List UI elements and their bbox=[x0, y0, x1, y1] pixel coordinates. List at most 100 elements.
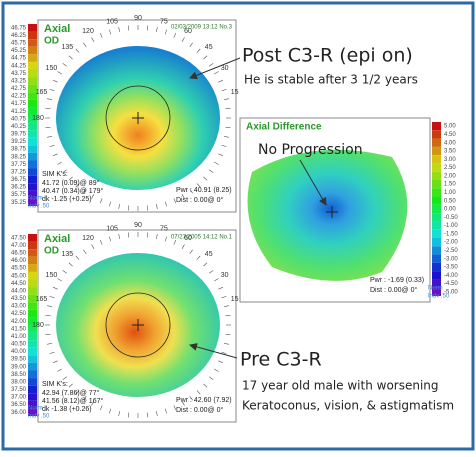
scale-swatch bbox=[28, 198, 37, 206]
ring-tick bbox=[225, 107, 231, 110]
sim-k: 40.47 (0.34)@ 179° bbox=[42, 187, 103, 195]
scale-label: 4.50 bbox=[444, 132, 456, 138]
angle-label: 180 bbox=[32, 115, 44, 122]
sim-k-label: SIM K's: bbox=[42, 171, 68, 178]
scale-label: 1.00 bbox=[444, 190, 456, 196]
ring-tick bbox=[203, 383, 208, 388]
ring-tick bbox=[99, 239, 103, 245]
angle-label: 75 bbox=[160, 18, 168, 25]
scale-label: 45.50 bbox=[11, 266, 27, 272]
indv-label: Indv .50 bbox=[428, 294, 450, 300]
scale-label: 35.25 bbox=[11, 200, 27, 206]
ring-tick bbox=[221, 295, 227, 299]
ring-tick bbox=[91, 37, 95, 42]
ring-tick bbox=[146, 205, 149, 211]
ring-tick bbox=[46, 343, 52, 345]
scale-label: 39.50 bbox=[11, 357, 27, 363]
scale-label: -4.00 bbox=[444, 273, 458, 279]
ring-tick bbox=[57, 71, 62, 75]
ring-tick bbox=[99, 198, 103, 204]
ring-tick bbox=[209, 376, 214, 380]
angle-label: 105 bbox=[106, 18, 118, 25]
scale-label: 43.50 bbox=[11, 296, 27, 302]
scale-swatch bbox=[28, 130, 37, 138]
scale-swatch bbox=[432, 213, 441, 222]
scale-swatch bbox=[432, 180, 441, 189]
scale-label: 36.75 bbox=[11, 177, 27, 183]
scale-label: 3.00 bbox=[444, 157, 456, 163]
ring-tick bbox=[196, 390, 201, 395]
post-title: Post C3-R (epi on) bbox=[242, 45, 413, 67]
ring-tick bbox=[52, 360, 58, 364]
panel-title: Axial Difference bbox=[246, 122, 322, 133]
scale-swatch bbox=[432, 130, 441, 139]
ring-tick bbox=[164, 29, 168, 35]
scale-swatch bbox=[28, 264, 37, 272]
scale-swatch bbox=[28, 115, 37, 123]
scale-label: 46.50 bbox=[11, 251, 27, 257]
scale-swatch bbox=[432, 122, 441, 131]
scale-swatch bbox=[28, 54, 37, 62]
scale-swatch bbox=[28, 362, 37, 371]
timestamp: 07/27/2005 14:12 No.1 bbox=[171, 235, 233, 241]
ring-tick bbox=[196, 255, 201, 260]
ring-tick bbox=[218, 79, 224, 83]
scale-label: 39.00 bbox=[11, 364, 27, 370]
angle-label: 45 bbox=[205, 251, 213, 258]
ring-tick bbox=[118, 411, 120, 417]
scale-swatch bbox=[28, 302, 37, 310]
ring-tick bbox=[225, 314, 231, 317]
scale-swatch bbox=[432, 155, 441, 164]
scale-label: 44.00 bbox=[11, 288, 27, 294]
scale-swatch bbox=[28, 92, 37, 100]
ring-tick bbox=[156, 411, 158, 417]
ring-tick bbox=[189, 189, 193, 194]
scale-swatch bbox=[28, 340, 37, 348]
ring-tick bbox=[221, 88, 227, 92]
scale-label: -3.50 bbox=[444, 265, 458, 271]
ring-tick bbox=[49, 351, 55, 355]
diff-note: No Progression bbox=[258, 142, 363, 158]
scale-swatch bbox=[28, 39, 37, 47]
ring-tick bbox=[45, 333, 51, 336]
scale-label: 46.00 bbox=[11, 258, 27, 264]
scale-label: 37.00 bbox=[11, 395, 27, 401]
ring-tick bbox=[49, 144, 55, 148]
scale-swatch bbox=[432, 204, 441, 214]
norm-label: Norm bbox=[428, 286, 443, 292]
scale-label: 40.00 bbox=[11, 349, 27, 355]
scale-label: 5.00 bbox=[444, 124, 456, 130]
scale-swatch bbox=[28, 122, 37, 131]
scale-label: 45.75 bbox=[11, 41, 27, 47]
indv-label: Indv .50 bbox=[28, 204, 50, 210]
scale-swatch bbox=[432, 287, 441, 296]
ring-tick bbox=[225, 126, 231, 129]
angle-label: 150 bbox=[46, 272, 58, 279]
ring-tick bbox=[224, 98, 230, 100]
scale-swatch bbox=[432, 262, 441, 272]
scale-label: 0.50 bbox=[444, 198, 456, 204]
scale-swatch bbox=[28, 152, 37, 161]
scale-swatch bbox=[28, 84, 37, 93]
ring-tick bbox=[45, 107, 51, 110]
ring-tick bbox=[189, 42, 193, 47]
indv-label: Indv .50 bbox=[28, 414, 50, 420]
scale-swatch bbox=[432, 138, 441, 147]
scale-swatch bbox=[28, 107, 37, 115]
angle-label: 150 bbox=[46, 65, 58, 72]
scale-swatch bbox=[28, 400, 37, 409]
ring-tick bbox=[68, 383, 73, 388]
scale-label: 38.75 bbox=[11, 147, 27, 153]
ring-tick bbox=[189, 396, 193, 401]
scale-label: 41.00 bbox=[11, 334, 27, 340]
scale-swatch bbox=[28, 287, 37, 295]
panel-title: Axial bbox=[44, 23, 70, 35]
ring-tick bbox=[173, 405, 177, 411]
scale-label: 38.25 bbox=[11, 154, 27, 160]
ring-tick bbox=[224, 305, 230, 307]
ring-tick bbox=[156, 26, 158, 32]
ring-tick bbox=[46, 305, 52, 307]
ring-tick bbox=[91, 194, 95, 199]
ring-tick bbox=[57, 368, 62, 372]
post-note: He is stable after 3 1/2 years bbox=[244, 73, 418, 87]
